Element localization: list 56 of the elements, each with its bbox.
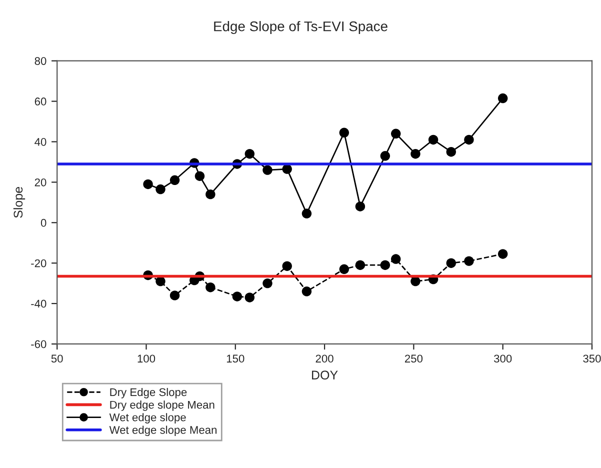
point (244, 149, 255, 159)
point (446, 146, 456, 157)
point (464, 134, 474, 145)
x-tick-label: 300 (494, 354, 512, 363)
y-axis-title: Slope (13, 186, 26, 218)
chart-title: Edge Slope of Ts-EVI Space (214, 21, 388, 34)
point (262, 278, 272, 288)
y-tick-label: 20 (34, 178, 46, 186)
point (282, 164, 292, 174)
point (355, 202, 366, 212)
point (262, 165, 272, 175)
point (206, 189, 216, 200)
point (232, 292, 242, 302)
point (170, 290, 180, 300)
y-tick-label: -40 (31, 300, 46, 308)
point (302, 208, 312, 218)
x-tick-label: 350 (583, 354, 601, 363)
point (498, 249, 508, 259)
legend-label: Dry edge slope Mean (110, 400, 214, 411)
y-tick-label: 0 (40, 218, 46, 227)
y-tick-label: 80 (34, 57, 46, 65)
point (143, 179, 153, 190)
y-tick-label: 40 (34, 138, 46, 146)
x-tick-label: 250 (404, 354, 423, 363)
x-tick-label: 200 (316, 354, 334, 363)
legend-label: Dry Edge Slope (110, 388, 187, 398)
y-tick-label: -20 (31, 259, 46, 268)
point (156, 276, 166, 286)
point (390, 128, 401, 139)
x-tick-label: 50 (51, 354, 63, 363)
point (156, 184, 166, 194)
point (446, 258, 456, 268)
point (302, 286, 312, 296)
point (428, 134, 438, 145)
point (464, 256, 474, 266)
point (380, 260, 390, 270)
point (206, 282, 216, 292)
point (170, 175, 180, 186)
y-tick-label: 60 (34, 98, 46, 106)
point (498, 93, 508, 104)
point (390, 254, 401, 264)
point (282, 261, 292, 271)
point (410, 276, 420, 286)
legend-label: Wet edge slope Mean (109, 426, 216, 436)
y-tick-label: -60 (31, 340, 46, 348)
point (339, 264, 350, 274)
point (410, 149, 420, 159)
x-tick-label: 150 (226, 354, 244, 363)
point (355, 260, 366, 270)
legend-label: Wet edge slope (109, 413, 186, 424)
point (339, 128, 350, 138)
x-axis-title: DOY (312, 370, 338, 380)
point (244, 292, 255, 302)
point (194, 171, 205, 181)
x-tick-label: 100 (138, 354, 156, 363)
point (380, 151, 390, 161)
